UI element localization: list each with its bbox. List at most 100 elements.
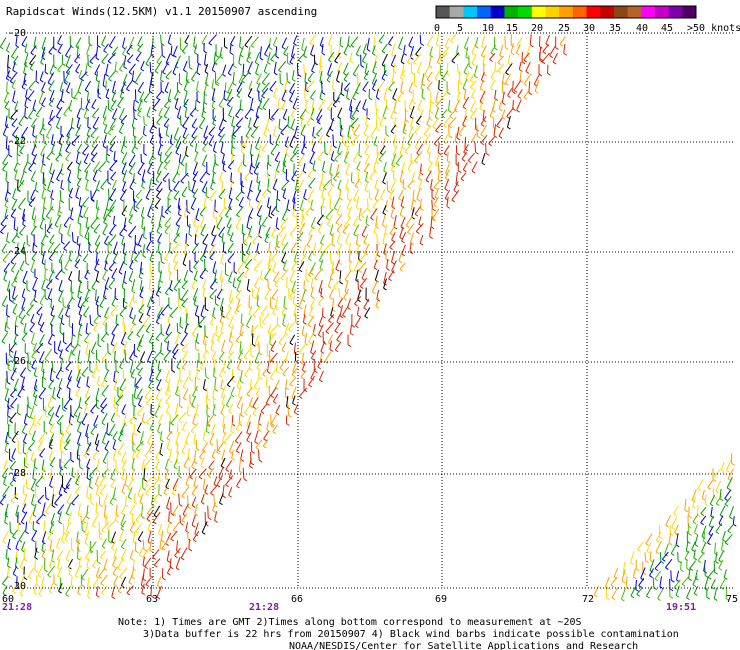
- wind-barb: [347, 206, 353, 219]
- wind-barb: [375, 151, 380, 165]
- wind-barb: [555, 36, 559, 51]
- wind-barb: [334, 52, 341, 64]
- wind-barb: [118, 124, 124, 135]
- wind-barb: [164, 217, 172, 228]
- wind-barb: [425, 170, 432, 183]
- wind-barb: [109, 159, 118, 172]
- wind-barb: [261, 72, 270, 86]
- wind-barb: [360, 207, 368, 219]
- wind-barb: [220, 142, 225, 155]
- wind-barb: [201, 107, 206, 119]
- wind-barb: [289, 89, 295, 103]
- wind-barb: [18, 135, 25, 149]
- wind-barb: [411, 207, 415, 220]
- colorbar-swatch: [613, 6, 629, 18]
- wind-barb: [490, 79, 496, 91]
- wind-barb: [28, 108, 35, 120]
- wind-barb: [353, 152, 359, 164]
- wind-barb: [334, 150, 343, 163]
- wind-barb: [76, 143, 83, 154]
- wind-barb: [168, 178, 173, 192]
- wind-barb: [387, 36, 394, 46]
- plot-area: [0, 32, 737, 602]
- time-label-right: 19:51: [666, 602, 696, 613]
- wind-barb: [516, 37, 523, 48]
- wind-barb: [173, 127, 179, 141]
- wind-barb: [391, 43, 396, 57]
- wind-barb: [261, 216, 268, 228]
- wind-barb: [316, 114, 323, 125]
- wind-barb: [218, 98, 224, 108]
- wind-barb: [4, 208, 9, 220]
- wind-barb: [21, 79, 27, 90]
- wind-barb: [56, 98, 62, 110]
- wind-barb: [397, 90, 405, 103]
- wind-barb: [417, 99, 423, 112]
- wind-barb: [126, 79, 134, 92]
- wind-barb: [370, 126, 378, 139]
- wind-barb: [362, 81, 369, 93]
- wind-barb: [289, 135, 295, 148]
- wind-barb: [92, 107, 100, 119]
- wind-barb: [128, 225, 137, 238]
- wind-barb: [255, 136, 261, 151]
- wind-barb: [134, 89, 140, 104]
- wind-barb: [161, 206, 166, 218]
- lat-label-24s: -24: [8, 246, 26, 257]
- wind-barb: [305, 204, 313, 217]
- colorbar-label: 0: [434, 23, 440, 34]
- wind-barb: [505, 73, 512, 86]
- wind-barb: [289, 225, 298, 237]
- wind-barb: [336, 70, 340, 83]
- wind-barb: [272, 178, 278, 191]
- wind-barb: [10, 109, 18, 121]
- wind-barb: [479, 97, 485, 111]
- wind-barb: [419, 34, 424, 46]
- wind-barb: [165, 124, 170, 138]
- wind-barb: [268, 109, 273, 121]
- wind-barb: [335, 213, 343, 226]
- wind-barb: [83, 206, 89, 219]
- wind-barb: [212, 109, 217, 122]
- colorbar-swatch: [545, 6, 560, 18]
- wind-barb: [12, 90, 16, 104]
- wind-barb: [278, 118, 283, 131]
- wind-barb: [57, 43, 63, 54]
- wind-barb: [249, 143, 254, 157]
- wind-barb: [368, 189, 373, 201]
- wind-barb: [229, 43, 234, 56]
- wind-barb: [433, 196, 439, 208]
- wind-barb: [253, 161, 260, 175]
- wind-barb: [16, 142, 21, 157]
- wind-barb: [2, 161, 9, 172]
- wind-barb: [103, 124, 108, 135]
- wind-barb: [402, 124, 407, 135]
- wind-barb: [401, 64, 406, 77]
- wind-barb: [24, 97, 29, 109]
- wind-barb: [172, 171, 179, 184]
- wind-barb: [552, 52, 558, 65]
- wind-barb: [448, 124, 453, 139]
- wind-barb: [51, 142, 56, 155]
- wind-barb: [453, 181, 459, 193]
- wind-barb: [266, 52, 271, 65]
- wind-barb: [250, 126, 259, 139]
- wind-barb: [109, 225, 116, 236]
- wind-barb: [91, 152, 98, 163]
- wind-barb: [507, 88, 513, 99]
- wind-barb: [525, 61, 531, 74]
- wind-barb: [297, 53, 305, 63]
- wind-barb: [173, 190, 180, 201]
- wind-barb: [305, 81, 309, 93]
- colorbar-label: 20: [531, 23, 543, 34]
- wind-barb: [324, 142, 329, 156]
- wind-barb: [9, 71, 18, 84]
- wind-barb: [45, 206, 54, 219]
- wind-barb: [471, 45, 476, 56]
- wind-barb: [163, 106, 171, 119]
- wind-barb: [423, 64, 431, 78]
- wind-barb: [326, 70, 333, 83]
- wind-barb: [153, 171, 157, 186]
- wind-barb: [343, 43, 350, 56]
- wind-barb: [413, 53, 422, 65]
